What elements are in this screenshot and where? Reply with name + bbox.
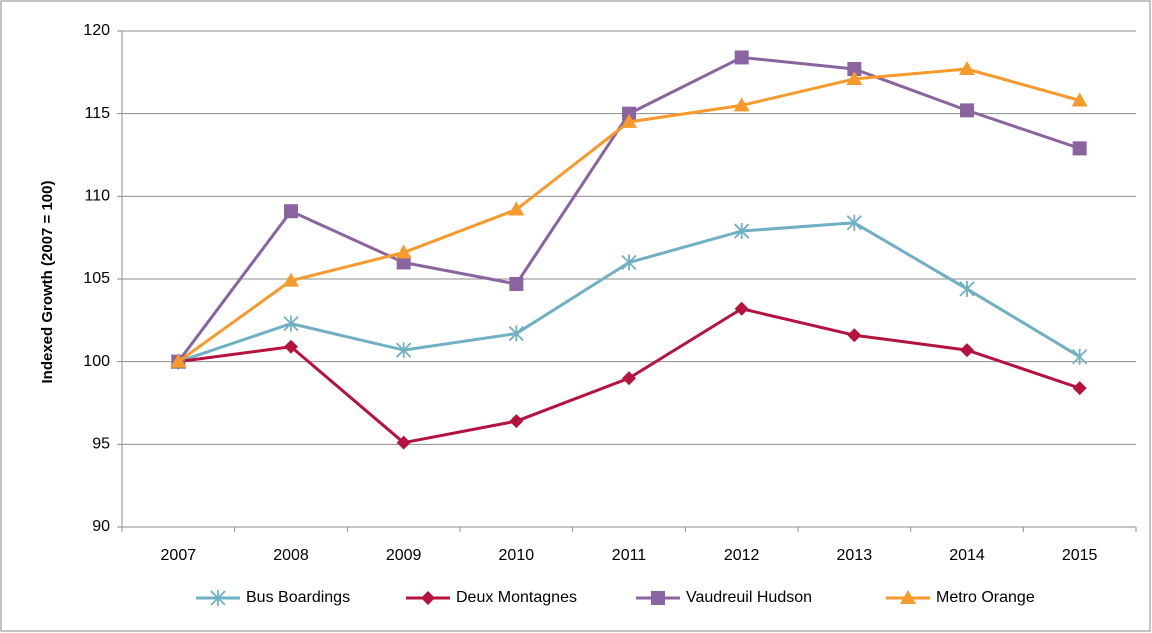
marker: [508, 201, 525, 216]
marker: [734, 223, 750, 240]
marker: [509, 414, 524, 429]
marker: [1071, 92, 1088, 107]
y-tick-label: 120: [83, 22, 110, 39]
legend-label: Vaudreuil Hudson: [686, 589, 812, 606]
marker: [621, 113, 637, 128]
marker: [959, 280, 975, 297]
marker: [733, 97, 750, 112]
x-tick-label: 2010: [499, 547, 535, 564]
marker: [900, 590, 916, 604]
marker: [395, 244, 412, 259]
y-tick-label: 110: [84, 188, 110, 205]
y-tick-label: 105: [83, 270, 110, 287]
marker: [960, 103, 974, 118]
x-tick-label: 2009: [386, 547, 422, 564]
marker: [622, 106, 636, 121]
x-tick-label: 2011: [612, 547, 647, 564]
y-tick-label: 115: [84, 105, 110, 122]
marker: [421, 591, 435, 605]
marker: [960, 343, 974, 358]
marker: [847, 62, 862, 77]
marker: [283, 272, 299, 287]
marker: [284, 339, 298, 354]
marker: [396, 342, 412, 359]
marker: [846, 70, 863, 85]
marker: [1072, 348, 1088, 365]
legend-label: Metro Orange: [936, 589, 1035, 606]
marker: [651, 591, 665, 605]
marker: [846, 214, 862, 231]
marker: [509, 276, 524, 291]
legend-label: Deux Montagnes: [456, 589, 577, 606]
x-tick-label: 2015: [1062, 547, 1098, 564]
x-tick-label: 2008: [273, 547, 309, 564]
marker: [396, 435, 411, 450]
y-tick-label: 100: [83, 353, 110, 370]
legend-label: Bus Boardings: [246, 589, 350, 606]
marker: [1072, 381, 1087, 396]
marker: [210, 590, 226, 606]
x-tick-label: 2013: [837, 547, 873, 564]
marker: [508, 325, 524, 342]
marker: [621, 254, 637, 271]
marker: [1072, 141, 1087, 156]
marker: [847, 328, 862, 343]
marker: [734, 301, 749, 316]
y-axis-label: Indexed Growth (2007 = 100): [39, 181, 56, 384]
x-tick-label: 2014: [949, 547, 985, 564]
marker: [622, 371, 636, 386]
marker: [284, 204, 298, 219]
marker: [959, 61, 975, 76]
marker: [283, 315, 299, 332]
marker: [396, 255, 411, 270]
marker: [170, 353, 187, 368]
x-tick-label: 2007: [161, 547, 197, 564]
y-tick-label: 90: [92, 518, 110, 535]
marker: [734, 50, 749, 65]
x-tick-label: 2012: [724, 547, 760, 564]
y-tick-label: 95: [92, 436, 110, 453]
